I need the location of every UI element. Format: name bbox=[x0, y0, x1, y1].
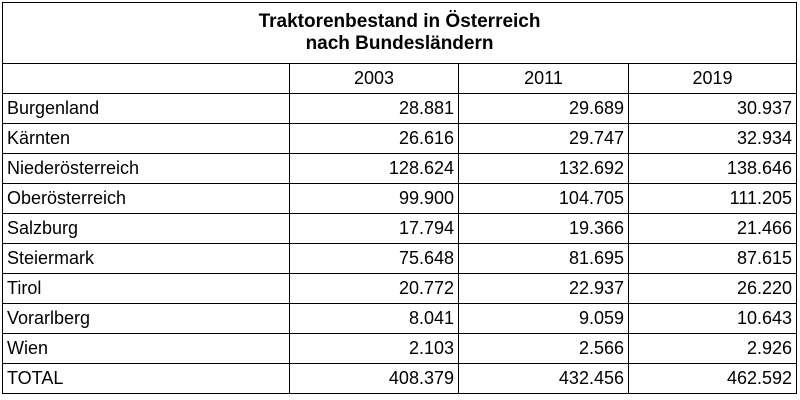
data-table: Traktorenbestand in Österreich nach Bund… bbox=[1, 2, 798, 394]
table-title: Traktorenbestand in Österreich nach Bund… bbox=[1, 2, 798, 64]
value-cell: 128.624 bbox=[289, 153, 459, 184]
table-row: Burgenland 28.881 29.689 30.937 bbox=[2, 93, 798, 124]
row-label: Kärnten bbox=[2, 123, 290, 154]
value-cell: 26.220 bbox=[627, 273, 798, 304]
table-body: Burgenland 28.881 29.689 30.937 Kärnten 26.61… bbox=[2, 93, 798, 394]
table-row: Steiermark 75.648 81.695 87.615 bbox=[2, 243, 798, 274]
value-cell: 132.692 bbox=[458, 153, 629, 184]
column-header-2011: 2011 bbox=[458, 63, 629, 94]
value-cell: 17.794 bbox=[289, 213, 459, 244]
header-row: 2003 2011 2019 bbox=[2, 63, 798, 94]
value-cell: 19.366 bbox=[458, 213, 629, 244]
row-label: Wien bbox=[2, 333, 290, 364]
value-cell: 30.937 bbox=[627, 93, 798, 124]
table-row: Wien 2.103 2.566 2.926 bbox=[2, 333, 798, 364]
value-cell: 432.456 bbox=[458, 363, 629, 394]
value-cell: 87.615 bbox=[627, 243, 798, 274]
table-row: Niederösterreich 128.624 132.692 138.646 bbox=[2, 153, 798, 184]
row-label: Burgenland bbox=[2, 93, 290, 124]
value-cell: 21.466 bbox=[627, 213, 798, 244]
value-cell: 29.747 bbox=[458, 123, 629, 154]
value-cell: 20.772 bbox=[289, 273, 459, 304]
table-row: Kärnten 26.616 29.747 32.934 bbox=[2, 123, 798, 154]
table-row: Vorarlberg 8.041 9.059 10.643 bbox=[2, 303, 798, 334]
title-row: Traktorenbestand in Österreich nach Bund… bbox=[1, 2, 798, 64]
table-row: Oberösterreich 99.900 104.705 111.205 bbox=[2, 183, 798, 214]
value-cell: 22.937 bbox=[458, 273, 629, 304]
row-label: Salzburg bbox=[2, 213, 290, 244]
value-cell: 32.934 bbox=[627, 123, 798, 154]
value-cell: 9.059 bbox=[458, 303, 629, 334]
table-row: Salzburg 17.794 19.366 21.466 bbox=[2, 213, 798, 244]
table-title-line2: nach Bundesländern bbox=[305, 33, 494, 54]
value-cell: 26.616 bbox=[289, 123, 459, 154]
value-cell: 99.900 bbox=[289, 183, 459, 214]
value-cell: 138.646 bbox=[627, 153, 798, 184]
value-cell: 462.592 bbox=[627, 363, 798, 394]
table-row: TOTAL 408.379 432.456 462.592 bbox=[2, 363, 798, 394]
row-label: Vorarlberg bbox=[2, 303, 290, 334]
row-label: TOTAL bbox=[2, 363, 290, 394]
value-cell: 408.379 bbox=[289, 363, 459, 394]
value-cell: 2.103 bbox=[289, 333, 459, 364]
value-cell: 10.643 bbox=[627, 303, 798, 334]
value-cell: 104.705 bbox=[458, 183, 629, 214]
value-cell: 2.926 bbox=[627, 333, 798, 364]
table-row: Tirol 20.772 22.937 26.220 bbox=[2, 273, 798, 304]
column-header-2019: 2019 bbox=[627, 63, 798, 94]
value-cell: 111.205 bbox=[627, 183, 798, 214]
column-header-2003: 2003 bbox=[289, 63, 459, 94]
value-cell: 28.881 bbox=[289, 93, 459, 124]
column-header-label bbox=[2, 63, 290, 94]
value-cell: 2.566 bbox=[458, 333, 629, 364]
value-cell: 8.041 bbox=[289, 303, 459, 334]
row-label: Tirol bbox=[2, 273, 290, 304]
row-label: Steiermark bbox=[2, 243, 290, 274]
value-cell: 81.695 bbox=[458, 243, 629, 274]
table-title-line1: Traktorenbestand in Österreich bbox=[258, 11, 541, 32]
value-cell: 75.648 bbox=[289, 243, 459, 274]
row-label: Niederösterreich bbox=[2, 153, 290, 184]
value-cell: 29.689 bbox=[458, 93, 629, 124]
row-label: Oberösterreich bbox=[2, 183, 290, 214]
